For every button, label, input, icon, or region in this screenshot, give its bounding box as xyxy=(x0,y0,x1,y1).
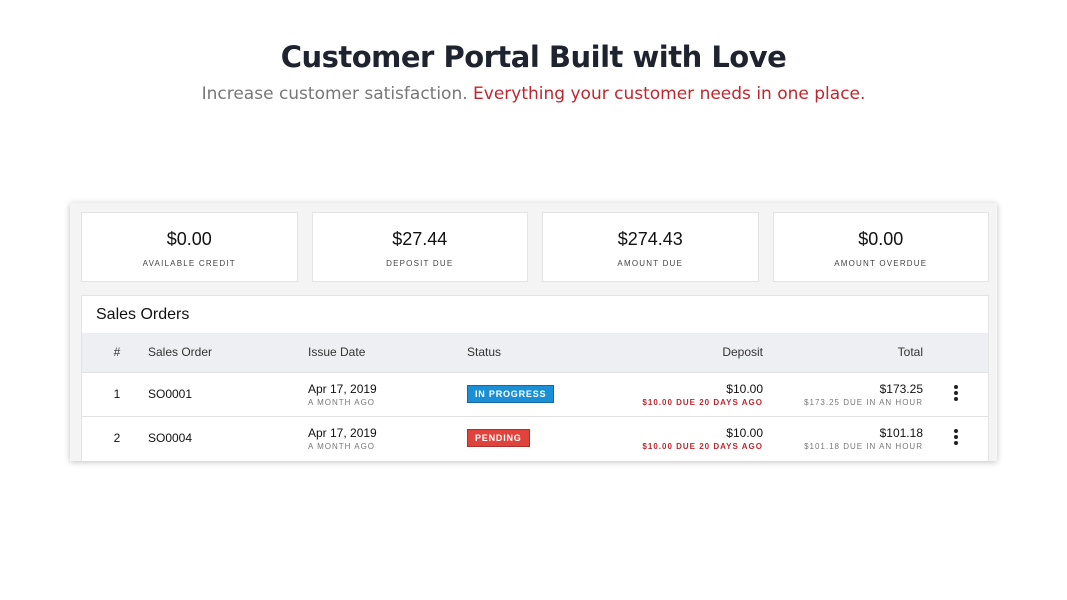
summary-cards: $0.00 AVAILABLE CREDIT $27.44 DEPOSIT DU… xyxy=(81,212,989,282)
row-number: 2 xyxy=(113,431,121,446)
summary-card-deposit-due: $27.44 DEPOSIT DUE xyxy=(311,212,528,282)
more-vertical-icon[interactable] xyxy=(953,427,958,447)
summary-value: $0.00 xyxy=(166,229,212,249)
table-row[interactable]: 2 SO0004 Apr 17, 2019 A MONTH AGO PENDIN… xyxy=(82,416,988,460)
table-row[interactable]: 1 SO0001 Apr 17, 2019 A MONTH AGO IN PRO… xyxy=(82,372,988,416)
summary-card-available-credit: $0.00 AVAILABLE CREDIT xyxy=(81,212,298,282)
column-header-actions xyxy=(923,333,988,372)
column-header-status[interactable]: Status xyxy=(467,345,502,360)
column-header-total[interactable]: Total xyxy=(897,345,923,360)
summary-card-amount-overdue: $0.00 AMOUNT OVERDUE xyxy=(772,212,989,282)
issue-date-cell: Apr 17, 2019 A MONTH AGO xyxy=(308,372,467,416)
deposit-due-note: $10.00 DUE 20 DAYS AGO xyxy=(642,397,763,407)
page-title: Customer Portal Built with Love xyxy=(280,40,787,74)
deposit-due-note: $10.00 DUE 20 DAYS AGO xyxy=(642,441,763,451)
deposit-amount: $10.00 xyxy=(726,425,763,440)
sales-order-id[interactable]: SO0004 xyxy=(148,431,193,446)
subtitle-accent: Everything your customer needs in one pl… xyxy=(473,84,866,104)
summary-value: $0.00 xyxy=(858,229,904,249)
summary-label: AMOUNT DUE xyxy=(617,259,684,268)
more-vertical-icon[interactable] xyxy=(953,383,958,403)
sales-order-id[interactable]: SO0001 xyxy=(148,387,193,401)
total-cell: $101.18 $101.18 DUE IN AN HOUR xyxy=(763,416,923,460)
column-header-sales-order[interactable]: Sales Order xyxy=(148,345,213,360)
subtitle-plain: Increase customer satisfaction. xyxy=(201,84,468,104)
total-due-note: $173.25 DUE IN AN HOUR xyxy=(804,397,923,407)
deposit-amount: $10.00 xyxy=(726,381,763,396)
sales-orders-section: Sales Orders # Sales Order Issue Date St… xyxy=(81,295,989,461)
deposit-cell: $10.00 $10.00 DUE 20 DAYS AGO xyxy=(577,416,763,460)
customer-portal-panel: $0.00 AVAILABLE CREDIT $27.44 DEPOSIT DU… xyxy=(70,203,997,461)
issue-date-relative: A MONTH AGO xyxy=(308,397,376,407)
summary-label: AMOUNT OVERDUE xyxy=(834,259,928,268)
total-amount: $173.25 xyxy=(879,381,923,396)
total-due-note: $101.18 DUE IN AN HOUR xyxy=(804,441,923,451)
issue-date-cell: Apr 17, 2019 A MONTH AGO xyxy=(308,416,467,460)
sales-orders-table: # Sales Order Issue Date Status Deposit … xyxy=(82,333,988,460)
status-badge: IN PROGRESS xyxy=(467,385,555,403)
summary-label: DEPOSIT DUE xyxy=(386,259,454,268)
row-number: 1 xyxy=(113,387,121,401)
issue-date: Apr 17, 2019 xyxy=(308,381,377,396)
deposit-cell: $10.00 $10.00 DUE 20 DAYS AGO xyxy=(577,372,763,416)
summary-card-amount-due: $274.43 AMOUNT DUE xyxy=(542,212,759,282)
issue-date-relative: A MONTH AGO xyxy=(308,441,376,451)
page-subtitle: Increase customer satisfaction. Everythi… xyxy=(0,84,1067,104)
status-cell: PENDING xyxy=(467,416,577,460)
summary-value: $274.43 xyxy=(617,229,683,249)
summary-value: $27.44 xyxy=(392,229,448,249)
column-header-num[interactable]: # xyxy=(113,345,121,360)
table-header-row: # Sales Order Issue Date Status Deposit … xyxy=(82,333,988,372)
status-cell: IN PROGRESS xyxy=(467,372,577,416)
column-header-issue-date[interactable]: Issue Date xyxy=(308,345,366,360)
row-actions-cell xyxy=(923,372,988,416)
total-amount: $101.18 xyxy=(879,425,923,440)
sales-orders-title: Sales Orders xyxy=(96,306,190,323)
summary-label: AVAILABLE CREDIT xyxy=(142,259,236,268)
row-actions-cell xyxy=(923,416,988,460)
issue-date: Apr 17, 2019 xyxy=(308,425,377,440)
status-badge: PENDING xyxy=(467,429,530,448)
hero-section: Customer Portal Built with Love Increase… xyxy=(0,40,1067,104)
column-header-deposit[interactable]: Deposit xyxy=(722,345,763,360)
total-cell: $173.25 $173.25 DUE IN AN HOUR xyxy=(763,372,923,416)
